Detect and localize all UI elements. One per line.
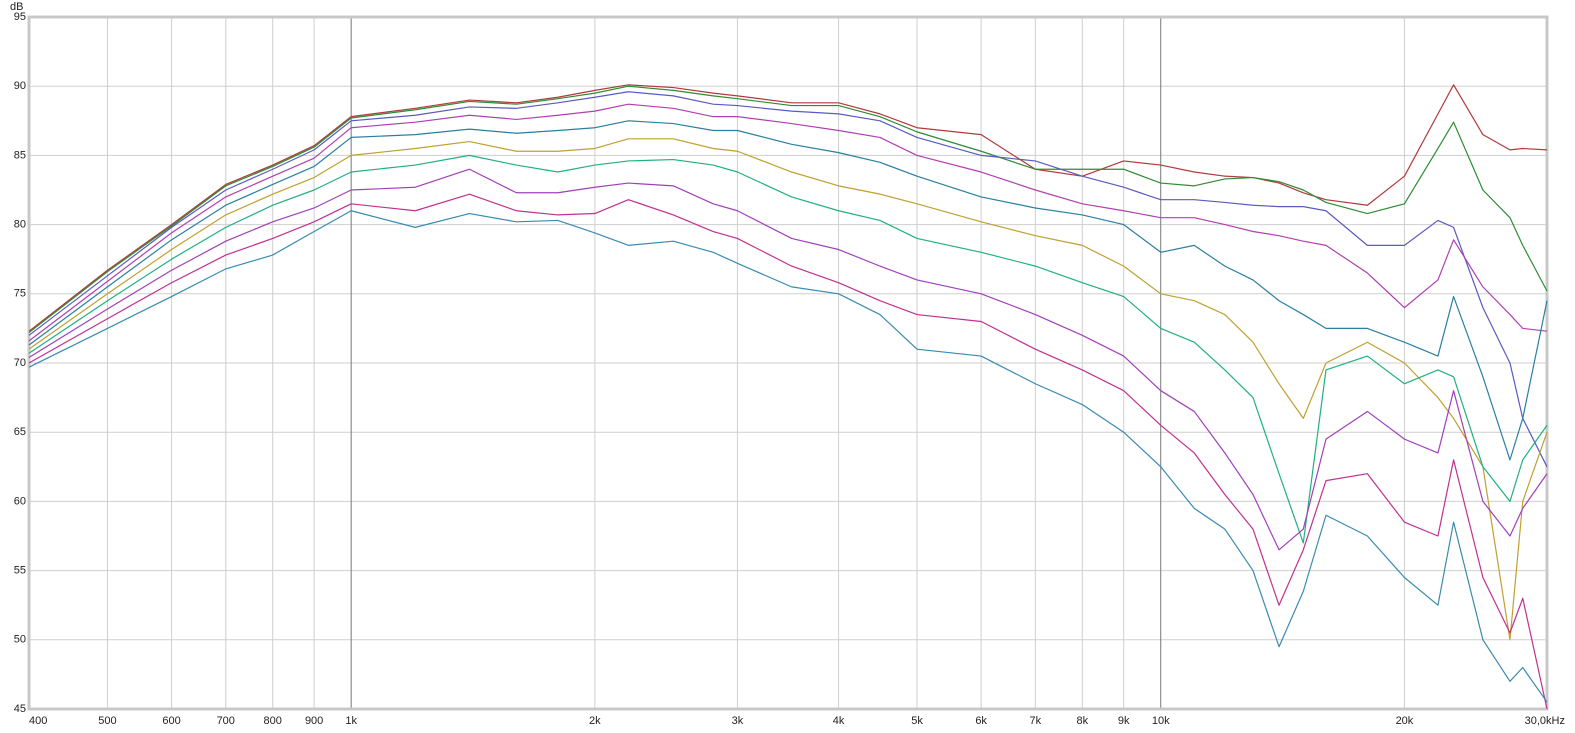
y-tick-label: 75 [14,288,26,300]
series-line [28,84,1548,332]
series-line [28,120,1548,461]
x-tick-label: 30,0kHz [1525,715,1565,727]
x-tick-label: 8k [1076,715,1088,727]
y-tick-label: 85 [14,149,26,161]
x-tick-label: 5k [911,715,923,727]
series-line [28,154,1548,544]
x-tick-label: 3k [732,715,744,727]
x-tick-label: 900 [305,715,323,727]
series-line [28,210,1548,703]
y-tick-label: 95 [14,11,26,23]
series-line [28,168,1548,551]
x-tick-label: 600 [162,715,180,727]
y-tick-label: 55 [14,565,26,577]
series-line [28,103,1548,342]
x-tick-label: 4k [833,715,845,727]
y-tick-label: 80 [14,219,26,231]
x-tick-label: 500 [98,715,116,727]
x-tick-label: 6k [975,715,987,727]
y-tick-label: 45 [14,703,26,715]
y-tick-label: 65 [14,426,26,438]
x-tick-label: 1k [345,715,357,727]
x-tick-label: 800 [264,715,282,727]
x-tick-label: 9k [1118,715,1130,727]
series-line [28,85,1548,334]
y-tick-label: 50 [14,634,26,646]
x-tick-label: 700 [217,715,235,727]
x-tick-label: 20k [1396,715,1414,727]
series-line [28,91,1548,468]
x-tick-label: 7k [1030,715,1042,727]
series-line [28,138,1548,641]
y-tick-label: 60 [14,495,26,507]
y-tick-label: 90 [14,80,26,92]
x-tick-label: 400 [29,715,47,727]
series-line [28,193,1548,710]
x-tick-label: 2k [589,715,601,727]
x-tick-label: 10k [1152,715,1170,727]
y-tick-label: 70 [14,357,26,369]
y-axis-label: dB [10,1,23,13]
